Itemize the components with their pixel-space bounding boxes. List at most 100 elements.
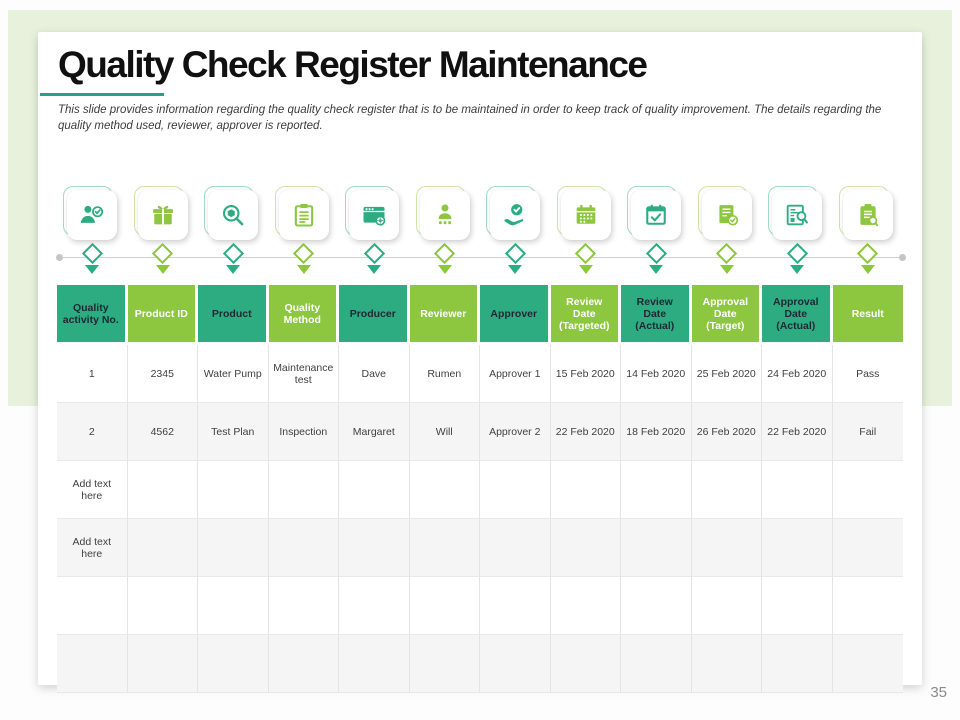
table-cell: 18 Feb 2020 — [621, 403, 692, 461]
table-cell: 26 Feb 2020 — [691, 403, 762, 461]
diamond-marker — [504, 242, 526, 265]
column-header-approval-date-actual: Approval Date (Actual) — [762, 285, 833, 345]
clipboard-search-icon — [854, 201, 882, 229]
timeline-step-result — [833, 186, 904, 274]
column-header-quality-activity-no: Quality activity No. — [57, 285, 128, 345]
search-product-icon — [219, 201, 247, 229]
timeline-end-dot — [899, 254, 906, 261]
gift-box-icon — [149, 201, 177, 229]
table-cell: 15 Feb 2020 — [550, 345, 621, 403]
table-cell: Maintenance test — [268, 345, 339, 403]
timeline-step-review-date-actual — [621, 186, 692, 274]
table-cell — [339, 577, 410, 635]
timeline-step-product-id — [128, 186, 199, 274]
diamond-marker — [716, 242, 738, 265]
table-cell — [480, 461, 551, 519]
timeline-step-quality-method — [269, 186, 340, 274]
timeline-step-review-date-targeted — [551, 186, 622, 274]
table-cell: 4562 — [127, 403, 198, 461]
table-cell — [57, 577, 128, 635]
table-cell: 2 — [57, 403, 128, 461]
diamond-marker — [857, 242, 879, 265]
table-cell: Add text here — [57, 461, 128, 519]
table-cell: Rumen — [409, 345, 480, 403]
column-header-approver: Approver — [480, 285, 551, 345]
column-header-reviewer: Reviewer — [409, 285, 480, 345]
table-cell — [409, 635, 480, 693]
table-cell — [339, 519, 410, 577]
timeline-step-quality-activity — [57, 186, 128, 274]
table-cell: 2345 — [127, 345, 198, 403]
table-row: 2 4562 Test Plan Inspection Margaret Will Appr… — [57, 403, 903, 461]
diamond-marker — [152, 242, 174, 265]
table-cell — [268, 577, 339, 635]
table-cell: Inspection — [268, 403, 339, 461]
table-cell — [691, 519, 762, 577]
document-check-icon — [713, 201, 741, 229]
table-cell — [480, 519, 551, 577]
column-header-review-date-targeted: Review Date (Targeted) — [550, 285, 621, 345]
table-cell — [409, 461, 480, 519]
table-row: Add text here — [57, 461, 903, 519]
column-header-product: Product — [198, 285, 269, 345]
table-cell — [762, 577, 833, 635]
calendar-icon — [572, 201, 600, 229]
table-header-row: Quality activity No. Product ID Product … — [57, 285, 903, 345]
table-cell — [691, 461, 762, 519]
column-header-approval-date-target: Approval Date (Target) — [691, 285, 762, 345]
person-options-icon — [431, 201, 459, 229]
table-cell — [127, 519, 198, 577]
clipboard-list-icon — [290, 201, 318, 229]
table-cell: Dave — [339, 345, 410, 403]
down-arrow — [790, 265, 805, 274]
table-cell — [409, 519, 480, 577]
table-cell: 1 — [57, 345, 128, 403]
table-cell — [480, 577, 551, 635]
table-cell — [550, 635, 621, 693]
diamond-marker — [81, 242, 103, 265]
icon-card — [274, 186, 329, 240]
table-cell — [339, 461, 410, 519]
table-cell — [57, 635, 128, 693]
table-cell — [198, 635, 269, 693]
table-cell — [621, 635, 692, 693]
icon-card — [697, 186, 752, 240]
timeline-step-approver — [480, 186, 551, 274]
table-cell — [127, 577, 198, 635]
person-check-icon — [78, 201, 106, 229]
diamond-marker — [222, 242, 244, 265]
icon-card — [838, 186, 893, 240]
diamond-marker — [363, 242, 385, 265]
table-row: 1 2345 Water Pump Maintenance test Dave Rumen… — [57, 345, 903, 403]
table-cell — [832, 461, 903, 519]
timeline-step-approval-date-target — [692, 186, 763, 274]
down-arrow — [508, 265, 523, 274]
timeline-start-dot — [56, 254, 63, 261]
table-cell: 22 Feb 2020 — [550, 403, 621, 461]
table-cell — [691, 577, 762, 635]
down-arrow — [155, 265, 170, 274]
down-arrow — [437, 265, 452, 274]
table-cell — [268, 635, 339, 693]
page-number: 35 — [930, 684, 947, 701]
title-underline — [40, 93, 164, 96]
table-cell: Approver 1 — [480, 345, 551, 403]
diamond-marker — [645, 242, 667, 265]
column-header-product-id: Product ID — [127, 285, 198, 345]
table-row: Add text here — [57, 519, 903, 577]
diamond-marker — [786, 242, 808, 265]
timeline-step-producer — [339, 186, 410, 274]
icon-card — [345, 186, 400, 240]
column-header-review-date-actual: Review Date (Actual) — [621, 285, 692, 345]
table-cell — [621, 519, 692, 577]
timeline-line — [58, 257, 902, 258]
table-cell — [691, 635, 762, 693]
table-cell: 22 Feb 2020 — [762, 403, 833, 461]
table-cell — [268, 519, 339, 577]
calendar-check-icon — [642, 201, 670, 229]
down-arrow — [719, 265, 734, 274]
diamond-marker — [575, 242, 597, 265]
table-cell: Test Plan — [198, 403, 269, 461]
table-cell: Water Pump — [198, 345, 269, 403]
table-cell — [762, 635, 833, 693]
